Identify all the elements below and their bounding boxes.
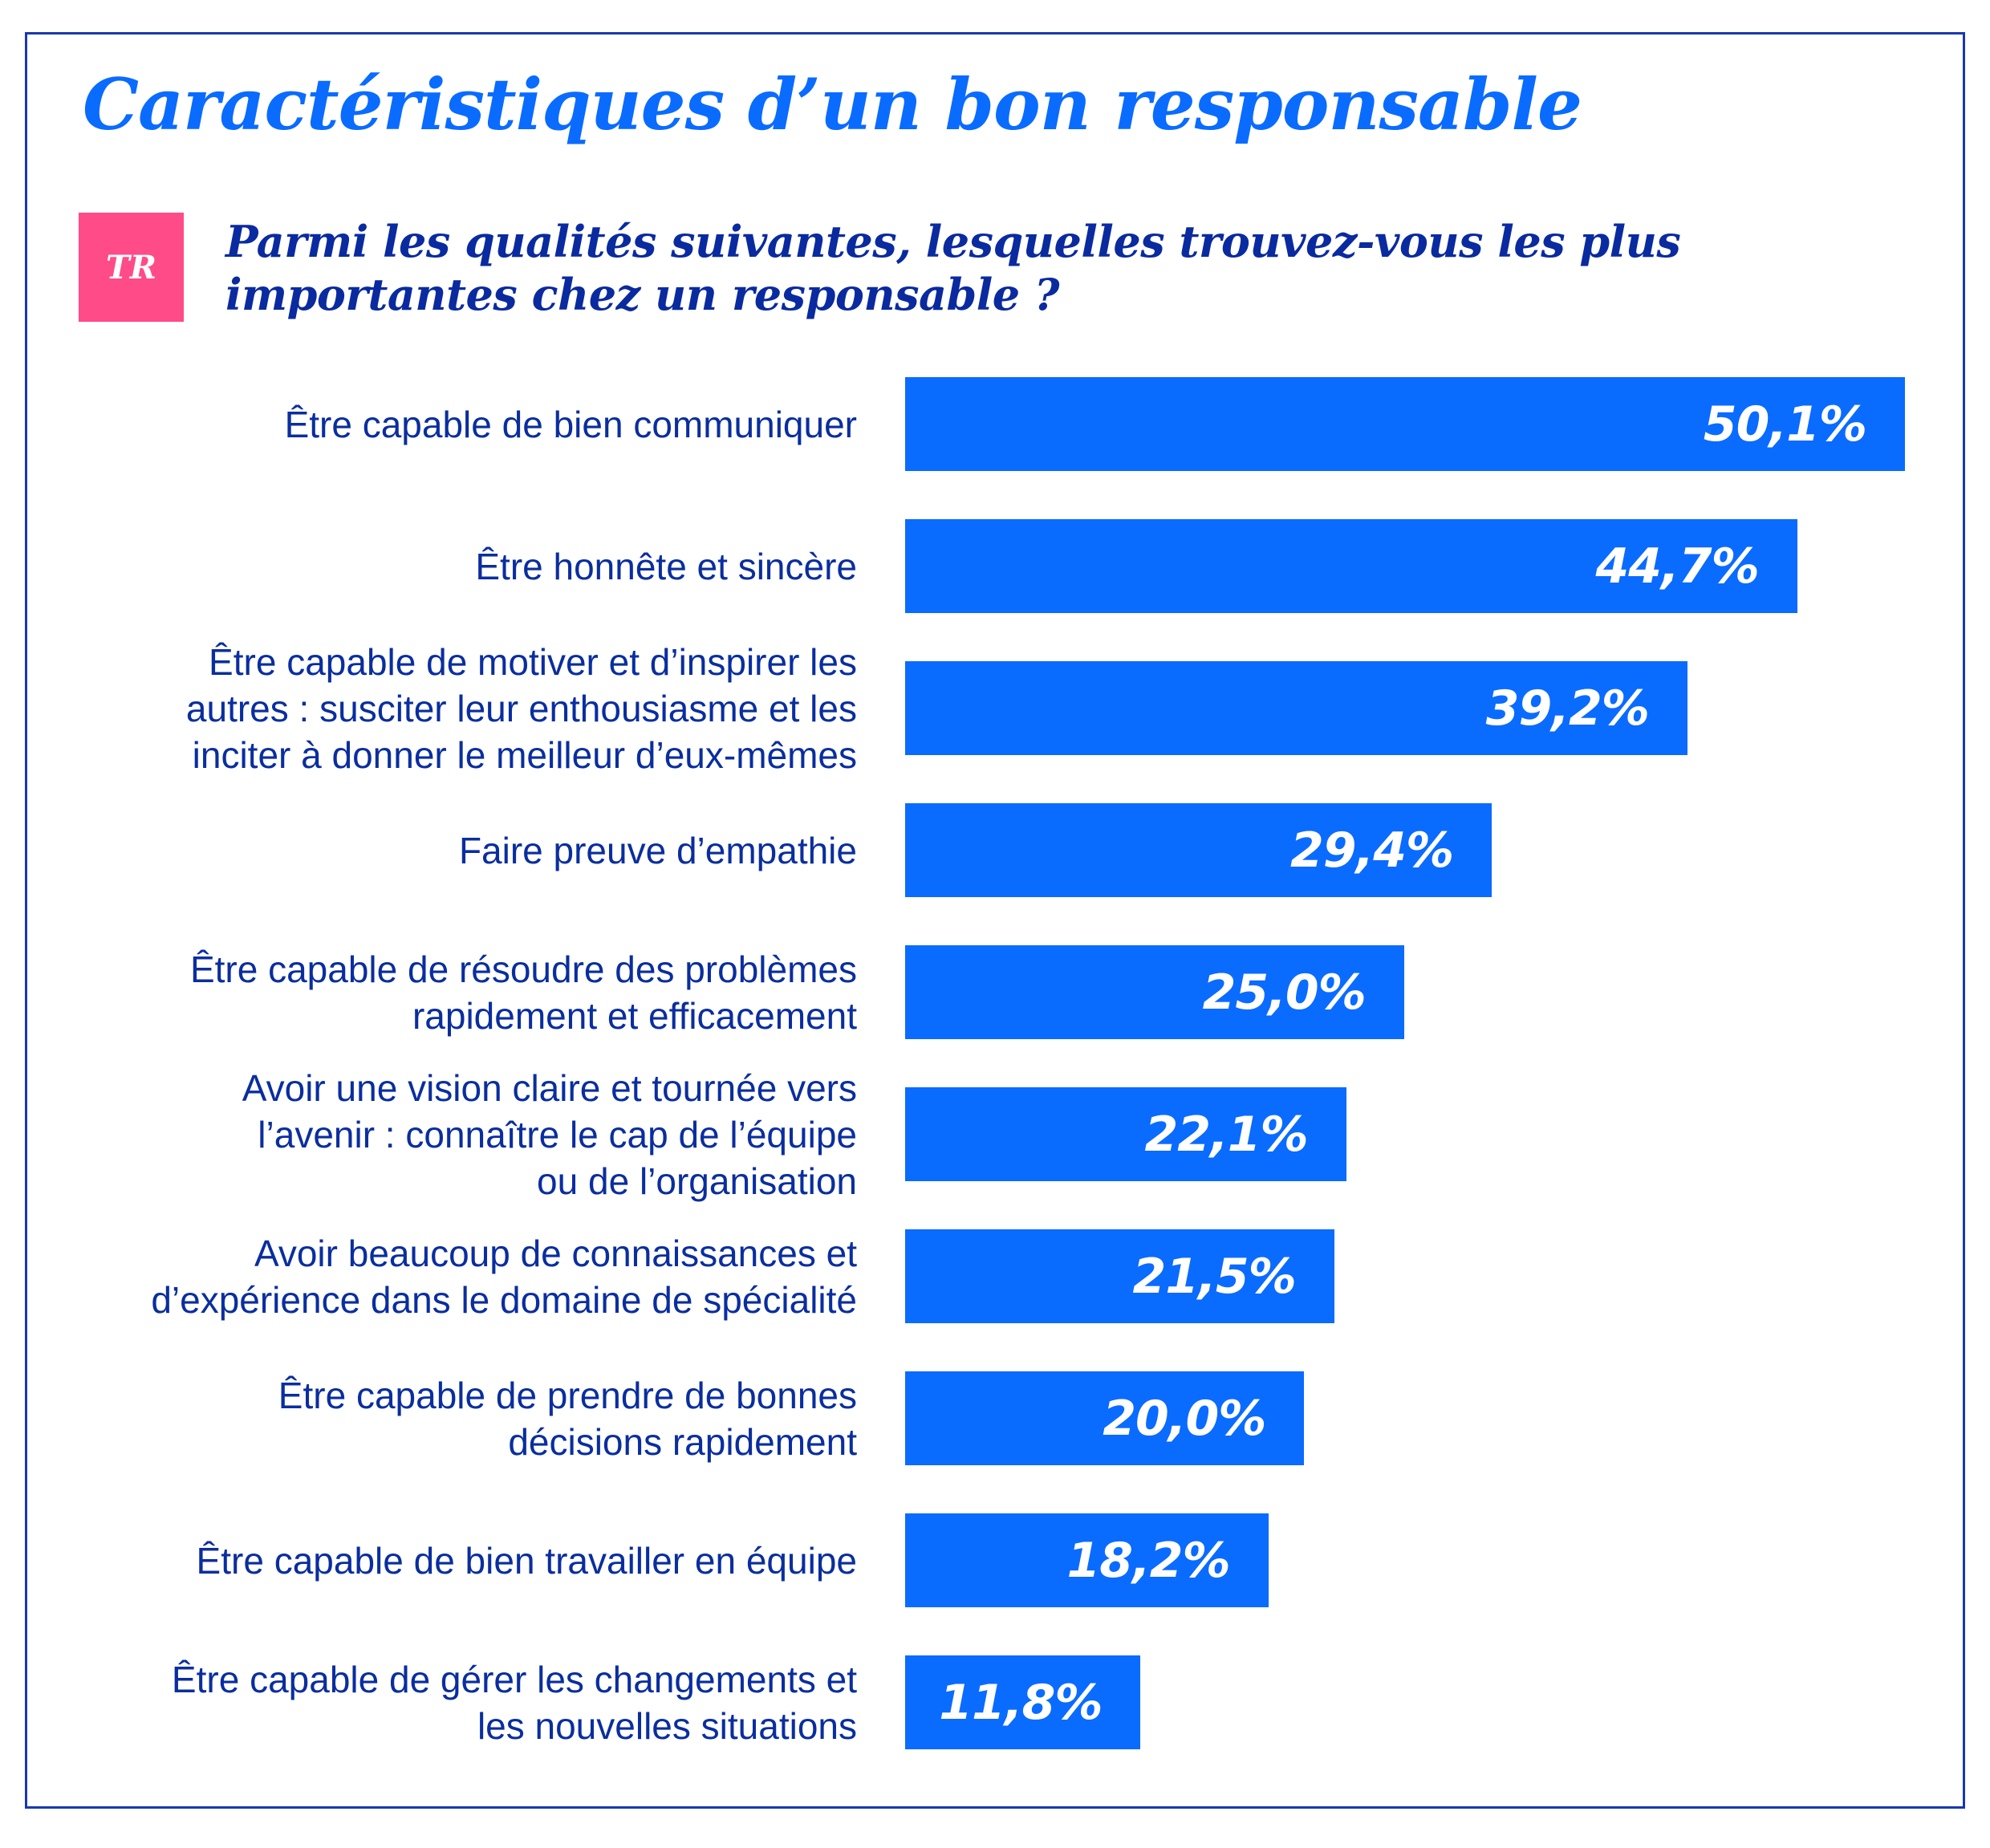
bar-value-label: 44,7% bbox=[1595, 538, 1760, 595]
bar-value-label: 50,1% bbox=[1703, 396, 1867, 453]
category-label-line: Faire preuve d’empathie bbox=[458, 829, 857, 871]
category-label-text: Être capable de motiver et d’inspirer le… bbox=[186, 639, 857, 778]
category-label-text: Avoir une vision claire et tournée vers l… bbox=[242, 1065, 857, 1204]
category-label-text: Avoir beaucoup de connaissances et d’expé… bbox=[151, 1230, 857, 1323]
bar: 29,4% bbox=[905, 803, 1492, 897]
category-label: Avoir une vision claire et tournée vers l… bbox=[55, 1065, 857, 1204]
category-label-text: Être capable de gérer les changements et… bbox=[172, 1656, 857, 1749]
category-label-line: Être honnête et sincère bbox=[475, 545, 857, 587]
category-label-line: inciter à donner le meilleur d’eux-mêmes bbox=[192, 733, 857, 776]
bar: 22,1% bbox=[905, 1087, 1346, 1181]
category-label: Faire preuve d’empathie bbox=[55, 827, 857, 874]
category-label-line: autres : susciter leur enthousiasme et l… bbox=[185, 687, 857, 729]
bar-value-label: 11,8% bbox=[939, 1674, 1103, 1731]
category-label-line: décisions rapidement bbox=[508, 1420, 857, 1463]
bar-value-label: 18,2% bbox=[1066, 1532, 1230, 1589]
chart-title: Caractéristiques d’un bon responsable bbox=[83, 63, 1582, 146]
tr-badge: TR bbox=[79, 213, 184, 322]
category-label: Avoir beaucoup de connaissances et d’expé… bbox=[55, 1230, 857, 1323]
category-label-line: Avoir une vision claire et tournée vers bbox=[242, 1066, 857, 1109]
category-label-line: les nouvelles situations bbox=[477, 1704, 857, 1747]
bar: 50,1% bbox=[905, 377, 1905, 471]
category-label-line: rapidement et efficacement bbox=[412, 994, 857, 1037]
category-label-line: d’expérience dans le domaine de spéciali… bbox=[151, 1278, 857, 1321]
category-label: Être capable de résoudre des problèmes ra… bbox=[55, 946, 857, 1039]
bar-value-label: 21,5% bbox=[1132, 1248, 1297, 1305]
bar: 21,5% bbox=[905, 1229, 1334, 1323]
bar: 18,2% bbox=[905, 1513, 1269, 1607]
bar-value-label: 39,2% bbox=[1485, 680, 1650, 737]
category-label-line: Être capable de résoudre des problèmes bbox=[189, 948, 857, 990]
category-label: Être honnête et sincère bbox=[55, 543, 857, 590]
category-label: Être capable de motiver et d’inspirer le… bbox=[55, 639, 857, 778]
survey-question: Parmi les qualités suivantes, lesquelles… bbox=[225, 216, 1681, 320]
bar-value-label: 29,4% bbox=[1290, 822, 1454, 879]
bar: 44,7% bbox=[905, 519, 1797, 613]
bar: 25,0% bbox=[905, 945, 1404, 1039]
bar-value-label: 22,1% bbox=[1144, 1106, 1308, 1163]
chart-frame bbox=[25, 32, 1965, 1809]
category-label-text: Être capable de bien communiquer bbox=[285, 401, 857, 448]
category-label-text: Être capable de prendre de bonnes décisio… bbox=[278, 1372, 857, 1465]
category-label-text: Être honnête et sincère bbox=[475, 543, 857, 590]
category-label-line: Être capable de gérer les changements et bbox=[171, 1658, 857, 1700]
category-label-line: Être capable de prendre de bonnes bbox=[278, 1374, 857, 1416]
category-label-text: Faire preuve d’empathie bbox=[459, 827, 857, 874]
category-label-text: Être capable de résoudre des problèmes ra… bbox=[190, 946, 857, 1039]
category-label-line: Être capable de motiver et d’inspirer le… bbox=[209, 640, 857, 683]
category-label-line: Avoir beaucoup de connaissances et bbox=[254, 1232, 857, 1274]
category-label-line: l’avenir : connaître le cap de l’équipe bbox=[258, 1113, 857, 1156]
category-label: Être capable de gérer les changements et… bbox=[55, 1656, 857, 1749]
category-label-text: Être capable de bien travailler en équip… bbox=[197, 1537, 857, 1584]
bar: 11,8% bbox=[905, 1655, 1141, 1749]
bar-value-label: 20,0% bbox=[1103, 1390, 1266, 1447]
category-label-line: ou de l’organisation bbox=[537, 1160, 857, 1202]
category-label-line: Être capable de bien communiquer bbox=[284, 403, 857, 445]
bar: 20,0% bbox=[905, 1371, 1305, 1465]
bar-value-label: 25,0% bbox=[1202, 964, 1367, 1021]
category-label: Être capable de prendre de bonnes décisio… bbox=[55, 1372, 857, 1465]
category-label: Être capable de bien communiquer bbox=[55, 401, 857, 448]
category-label: Être capable de bien travailler en équip… bbox=[55, 1537, 857, 1584]
category-label-line: Être capable de bien travailler en équip… bbox=[196, 1539, 857, 1582]
bar: 39,2% bbox=[905, 661, 1687, 755]
